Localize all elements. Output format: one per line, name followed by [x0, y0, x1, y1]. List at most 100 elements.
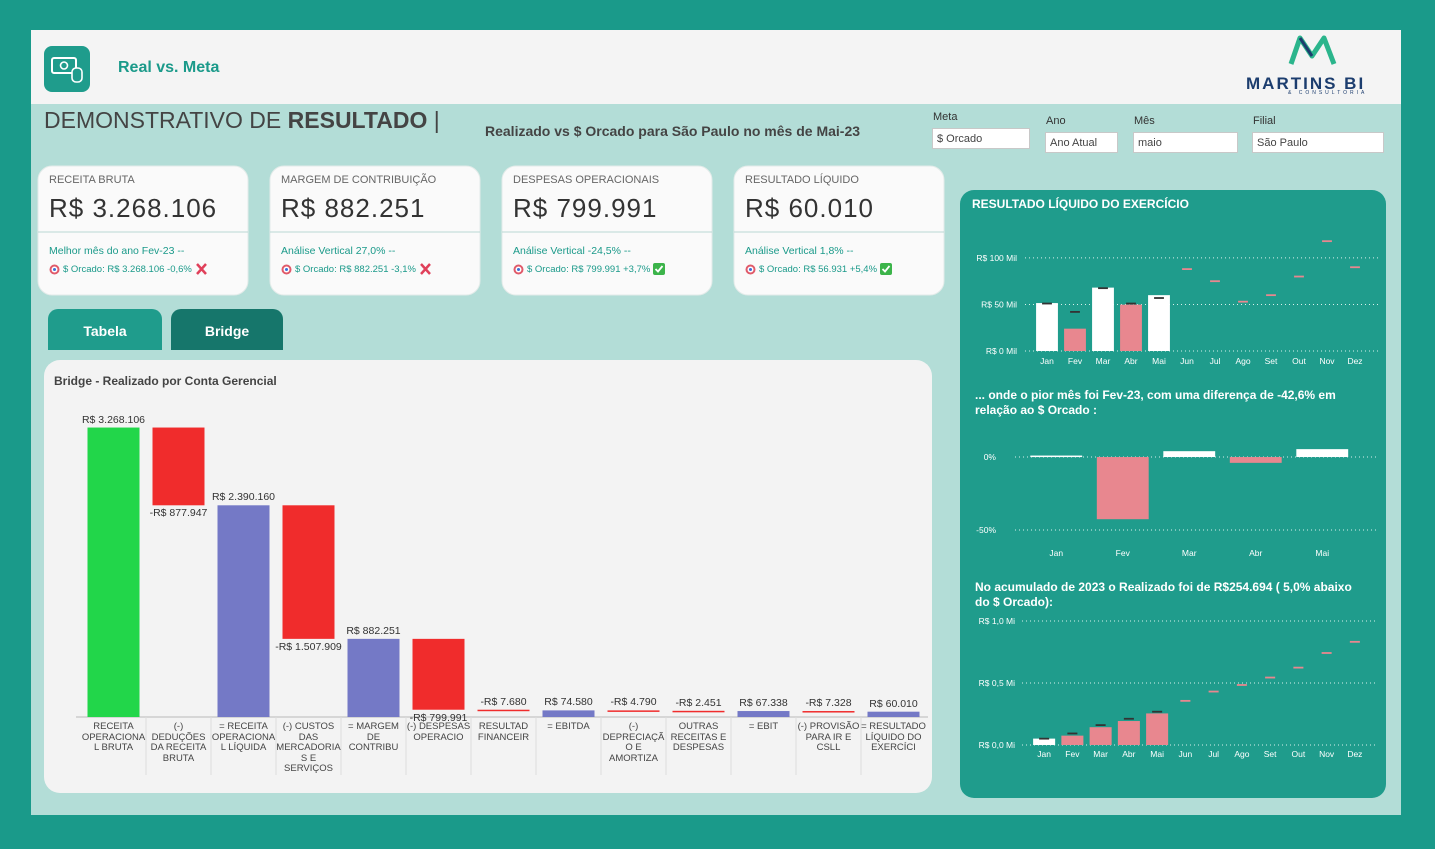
- bridge-category-label: (-) DEDUÇÕES DA RECEITA BRUTA: [150, 721, 207, 764]
- bridge-category-label: (-) CUSTOS DAS MERCADORIAS E SERVIÇOS: [276, 721, 341, 774]
- page-title: DEMONSTRATIVO DE RESULTADO |: [44, 107, 440, 134]
- x-tick-label: Dez: [1347, 749, 1362, 759]
- bridge-bar: [412, 638, 465, 710]
- kpi-card: [37, 165, 249, 296]
- bridge-bar: [282, 505, 335, 639]
- bridge-bar: [152, 427, 205, 506]
- kpi-target: $ Orcado: R$ 56.931 +5,4%: [759, 263, 878, 275]
- x-tick-label: Nov: [1319, 749, 1335, 759]
- status-icon: [880, 263, 893, 275]
- bridge-value-label: R$ 3.268.106: [81, 413, 146, 426]
- filter-dropdown[interactable]: São Paulo: [1252, 132, 1384, 153]
- logo-mark: [1298, 37, 1314, 57]
- filter-dropdown[interactable]: maio: [1133, 132, 1238, 153]
- bar: [1089, 727, 1112, 745]
- bar: [1092, 287, 1114, 351]
- kpi-card: [501, 165, 713, 296]
- bridge-value-label: -R$ 799.991: [409, 711, 468, 724]
- bar: [1120, 304, 1142, 351]
- kpi-line2: $ Orcado: R$ 882.251 -3,1%: [281, 263, 432, 275]
- filter-value: maio: [1138, 137, 1162, 149]
- y-tick-label: R$ 1,0 Mi: [979, 616, 1015, 626]
- bridge-category-label: (-) DEPRECIAÇÃO E AMORTIZA: [602, 721, 665, 764]
- y-tick-label: R$ 0,0 Mi: [979, 740, 1015, 750]
- bridge-value-label: R$ 882.251: [346, 624, 401, 637]
- chart-caption: ... onde o pior mês foi Fev-23, com uma …: [975, 388, 1336, 417]
- x-tick-label: Abr: [1124, 356, 1137, 366]
- bridge-value-label: R$ 74.580: [544, 696, 593, 709]
- bridge-category-label: (-) DESPESAS OPERACIO: [406, 721, 471, 743]
- kpi-title: MARGEM DE CONTRIBUIÇÃO: [281, 174, 437, 186]
- bridge-title: Bridge - Realizado por Conta Gerencial: [54, 374, 277, 388]
- x-tick-label: Jan: [1040, 356, 1054, 366]
- target-icon: [281, 264, 292, 274]
- chart-caption: No acumulado de 2023 o Realizado foi de …: [975, 580, 1352, 609]
- kpi-value: R$ 60.010: [745, 193, 874, 223]
- bar: [1061, 735, 1084, 745]
- header-title: Real vs. Meta: [118, 59, 220, 76]
- x-tick-label: Dez: [1347, 356, 1362, 366]
- x-tick-label: Mai: [1150, 749, 1164, 759]
- kpi-title: DESPESAS OPERACIONAIS: [513, 174, 660, 186]
- logo-sub: & CONSULTORIA: [1288, 90, 1368, 96]
- x-tick-label: Jan: [1037, 749, 1051, 759]
- kpi-value: R$ 882.251: [281, 193, 426, 223]
- filter-dropdown[interactable]: Ano Atual: [1045, 132, 1118, 153]
- bridge-category-label: OUTRAS RECEITAS E DESPESAS: [670, 721, 727, 753]
- bridge-bar: [347, 638, 400, 717]
- bridge-category-label: = RECEITA OPERACIONAL LÍQUIDA: [211, 721, 276, 753]
- x-tick-label: Mar: [1093, 749, 1108, 759]
- bar: [1033, 738, 1056, 745]
- y-tick-label: R$ 0,5 Mi: [979, 678, 1015, 688]
- status-icon: [420, 263, 431, 275]
- bridge-value-label: R$ 60.010: [869, 697, 918, 710]
- x-tick-label: Fev: [1116, 548, 1131, 558]
- bridge-category-label: = EBIT: [748, 721, 779, 732]
- kpi-title: RECEITA BRUTA: [49, 174, 135, 186]
- bridge-value-label: -R$ 4.790: [610, 696, 657, 709]
- tab-button[interactable]: Tabela: [48, 309, 162, 350]
- x-tick-label: Jul: [1210, 356, 1221, 366]
- bar: [1148, 295, 1170, 351]
- panel-title: RESULTADO LÍQUIDO DO EXERCÍCIO: [972, 197, 1189, 211]
- x-tick-label: Nov: [1319, 356, 1335, 366]
- bridge-category-label: RECEITA OPERACIONAL BRUTA: [81, 721, 146, 753]
- x-tick-label: Mai: [1315, 548, 1329, 558]
- money-icon: [51, 57, 77, 74]
- page-title-bold: RESULTADO: [287, 107, 428, 133]
- kpi-line1: Análise Vertical 1,8% --: [745, 245, 854, 257]
- x-tick-label: Abr: [1122, 749, 1135, 759]
- x-tick-label: Mai: [1152, 356, 1166, 366]
- bridge-bar: [867, 711, 920, 717]
- filter-label: Meta: [933, 111, 958, 123]
- bridge-bar: [217, 505, 270, 717]
- target-icon: [49, 264, 60, 274]
- logo-text: MARTINS BI: [1246, 74, 1366, 93]
- status-icon: [195, 263, 207, 275]
- kpi-line2: $ Orcado: R$ 3.268.106 -0,6%: [49, 263, 208, 275]
- bridge-bar: [802, 711, 855, 713]
- bridge-bar: [737, 711, 790, 717]
- kpi-line1: Melhor mês do ano Fev-23 --: [49, 245, 185, 257]
- bridge-bar: [542, 710, 595, 717]
- filter-label: Filial: [1253, 115, 1276, 127]
- bar: [1117, 721, 1140, 745]
- bridge-category-label: = EBITDA: [547, 721, 590, 732]
- bar: [1146, 713, 1169, 745]
- x-tick-label: Jun: [1179, 749, 1193, 759]
- bridge-value-label: -R$ 1.507.909: [275, 640, 342, 653]
- kpi-title: RESULTADO LÍQUIDO: [745, 174, 859, 186]
- bar: [1296, 449, 1349, 458]
- right-panel: [960, 190, 1386, 798]
- filter-dropdown[interactable]: $ Orcado: [932, 128, 1030, 149]
- bridge-value-label: R$ 2.390.160: [211, 491, 276, 504]
- x-tick-label: Mar: [1182, 548, 1197, 558]
- bridge-bar: [477, 709, 530, 712]
- tab-button[interactable]: Bridge: [171, 309, 283, 350]
- x-tick-label: Jul: [1208, 749, 1219, 759]
- x-tick-label: Jun: [1180, 356, 1194, 366]
- bridge-category-label: RESULTAD FINANCEIR: [477, 721, 530, 743]
- bar: [1036, 303, 1058, 351]
- kpi-value: R$ 3.268.106: [49, 193, 218, 223]
